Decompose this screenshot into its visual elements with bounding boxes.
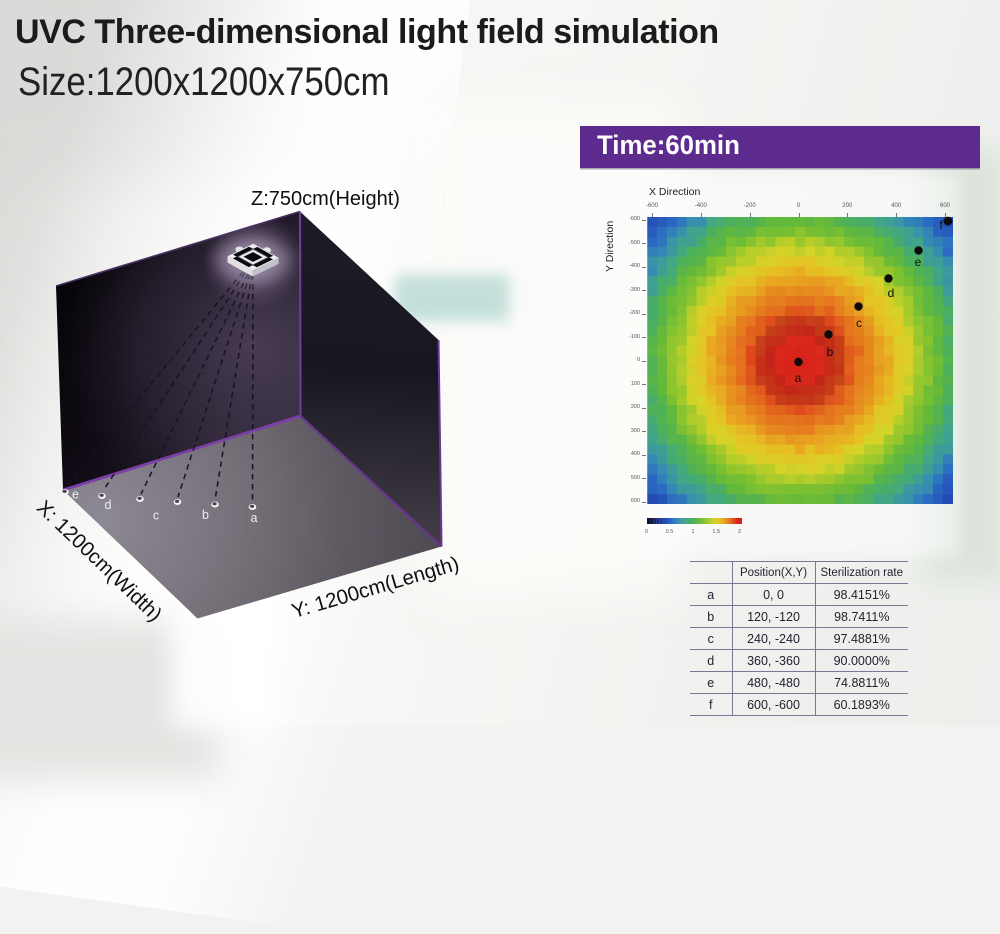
svg-text:b: b bbox=[202, 508, 209, 522]
svg-text:a: a bbox=[251, 511, 258, 525]
svg-text:e: e bbox=[72, 488, 79, 502]
svg-text:c: c bbox=[153, 509, 159, 523]
svg-text:d: d bbox=[105, 498, 112, 512]
